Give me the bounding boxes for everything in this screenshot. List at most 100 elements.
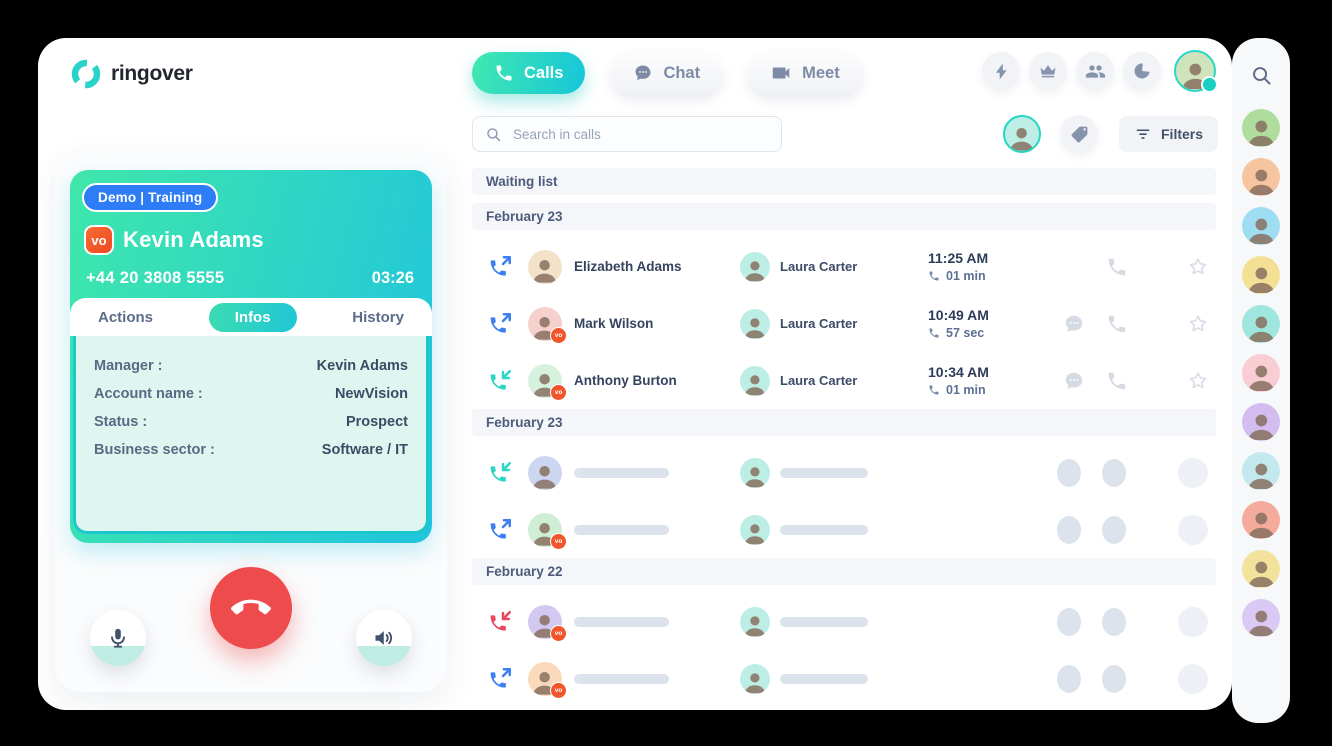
rail-contact-avatar[interactable]: [1242, 305, 1280, 343]
search-icon[interactable]: [1250, 64, 1273, 87]
call-duration: 01 min: [946, 383, 986, 397]
rail-contact-avatar[interactable]: [1242, 158, 1280, 196]
rail-contact-avatar[interactable]: [1242, 256, 1280, 294]
chat-action-button[interactable]: [1063, 370, 1085, 392]
avatar: [1174, 50, 1216, 92]
favorite-star-button[interactable]: [1186, 312, 1210, 336]
favorite-star-button[interactable]: [1186, 255, 1210, 279]
hang-up-button[interactable]: [210, 567, 292, 649]
hang-up-icon: [231, 588, 271, 628]
ringover-badge-icon: vo: [550, 681, 567, 699]
agent-name: Laura Carter: [780, 373, 858, 388]
call-row[interactable]: vo: [472, 650, 1216, 707]
skeleton-action-circle: [1178, 606, 1208, 637]
skeleton-action-circle: [1057, 607, 1081, 636]
skeleton-action-circle: [1057, 664, 1081, 693]
section-header: February 22: [472, 558, 1216, 585]
call-direction-icon: [487, 517, 513, 543]
call-row[interactable]: vo Elizabeth Adams Laura Carter 11:25 AM…: [472, 238, 1216, 295]
call-controls: [55, 562, 447, 692]
person-silhouette-icon: [1245, 163, 1278, 196]
skeleton-action-circle: [1102, 458, 1126, 487]
person-silhouette-icon: [1245, 359, 1278, 392]
call-time: 10:34 AM: [928, 364, 989, 380]
rail-contact-avatar[interactable]: [1242, 109, 1280, 147]
skeleton-name-bar: [574, 467, 669, 478]
section-header: February 23: [472, 203, 1216, 230]
tab-infos[interactable]: Infos: [208, 302, 297, 332]
call-back-button[interactable]: [1106, 313, 1128, 335]
section-header: Waiting list: [472, 168, 1216, 195]
mute-mic-button[interactable]: [90, 610, 146, 666]
person-silhouette-icon: [1245, 506, 1278, 539]
user-profile-avatar[interactable]: [1174, 50, 1218, 93]
tags-button[interactable]: [1060, 115, 1098, 153]
call-direction-icon: [487, 254, 513, 280]
call-row[interactable]: vo: [472, 593, 1216, 650]
main-nav: Calls Chat Meet: [472, 52, 862, 94]
ringover-badge-icon: vo: [550, 326, 567, 344]
info-label: Account name :: [94, 386, 203, 402]
chat-action-button[interactable]: [1063, 313, 1085, 335]
call-back-button[interactable]: [1106, 256, 1128, 278]
agent-name: Laura Carter: [780, 259, 858, 274]
agent-name: Laura Carter: [780, 316, 858, 331]
rail-contact-avatar[interactable]: [1242, 403, 1280, 441]
call-direction-icon: [487, 460, 513, 486]
info-value: NewVision: [334, 386, 408, 402]
lightning-icon: [992, 62, 1011, 81]
rail-contact-avatar[interactable]: [1242, 501, 1280, 539]
rail-contact-avatar[interactable]: [1242, 354, 1280, 392]
tab-actions[interactable]: Actions: [98, 308, 154, 326]
skeleton-action-circle: [1102, 664, 1126, 693]
filters-button[interactable]: Filters: [1119, 116, 1219, 152]
info-label: Status :: [94, 414, 148, 430]
speaker-icon: [372, 626, 396, 650]
search-input[interactable]: [511, 125, 769, 143]
nav-tab-chat[interactable]: Chat: [611, 52, 723, 94]
agent-avatar: [740, 251, 770, 282]
quick-actions-button[interactable]: [982, 52, 1020, 90]
call-card: Demo | Training vo Kevin Adams +44 20 38…: [70, 170, 432, 543]
call-row[interactable]: vo Mark Wilson Laura Carter 10:49 AM 57 …: [472, 295, 1216, 352]
speaker-button[interactable]: [356, 610, 412, 666]
call-back-button[interactable]: [1106, 370, 1128, 392]
call-row[interactable]: vo Anthony Burton Laura Carter 10:34 AM …: [472, 352, 1216, 409]
filter-funnel-icon: [1134, 125, 1152, 143]
call-direction-icon: [487, 368, 513, 394]
skeleton-agent-bar: [780, 467, 868, 478]
rail-contact-avatar[interactable]: [1242, 550, 1280, 588]
section-title: February 23: [486, 209, 563, 224]
premium-button[interactable]: [1029, 52, 1067, 90]
call-duration: 57 sec: [946, 326, 985, 340]
rail-contact-avatar[interactable]: [1242, 452, 1280, 490]
stats-button[interactable]: [1123, 52, 1161, 90]
info-row-manager: Manager : Kevin Adams: [94, 352, 408, 380]
nav-tab-calls[interactable]: Calls: [472, 52, 586, 94]
info-label: Manager :: [94, 358, 163, 374]
favorite-star-button[interactable]: [1186, 369, 1210, 393]
ringover-badge-icon: vo: [550, 624, 567, 642]
team-icon: [1085, 61, 1106, 82]
agent-avatar: [740, 606, 770, 637]
header-icon-cluster: [982, 49, 1218, 93]
skeleton-action-circle: [1178, 663, 1208, 694]
call-row[interactable]: vo: [472, 444, 1216, 501]
ringover-logo-icon: [70, 58, 102, 90]
person-silhouette-icon: [742, 462, 768, 488]
agent-filter-avatar[interactable]: [1003, 115, 1041, 153]
rail-contact-avatar[interactable]: [1242, 207, 1280, 245]
tab-history[interactable]: History: [352, 308, 404, 326]
skeleton-action-circle: [1178, 457, 1208, 488]
skeleton-action-circle: [1102, 607, 1126, 636]
call-row[interactable]: vo: [472, 501, 1216, 558]
person-silhouette-icon: [1245, 310, 1278, 343]
avatar: [1003, 115, 1041, 153]
app-window: ringover Demo | Training vo Kevin Adams …: [38, 38, 1232, 710]
contact-info-panel: Manager : Kevin Adams Account name : New…: [73, 336, 429, 534]
rail-contact-avatar[interactable]: [1242, 599, 1280, 637]
team-button[interactable]: [1076, 52, 1114, 90]
nav-tab-meet[interactable]: Meet: [748, 52, 862, 94]
person-silhouette-icon: [742, 370, 768, 396]
call-tag-badge: Demo | Training: [82, 183, 219, 212]
